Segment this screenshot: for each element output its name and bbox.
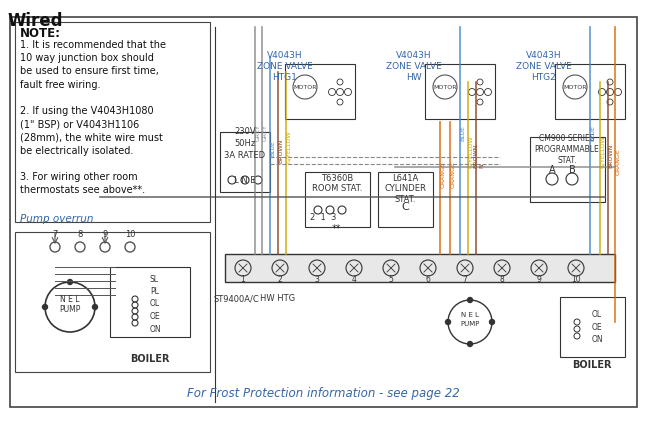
Text: V4043H
ZONE VALVE
HTG2: V4043H ZONE VALVE HTG2 xyxy=(516,51,571,82)
Text: N E L: N E L xyxy=(461,312,479,318)
Text: A: A xyxy=(549,165,555,175)
Text: 7: 7 xyxy=(52,230,58,239)
Text: **: ** xyxy=(333,224,342,234)
Text: 8: 8 xyxy=(77,230,83,239)
Text: BOILER: BOILER xyxy=(572,360,612,370)
FancyBboxPatch shape xyxy=(560,297,625,357)
Text: V4043H
ZONE VALVE
HW: V4043H ZONE VALVE HW xyxy=(386,51,442,82)
Text: V4043H
ZONE VALVE
HTG1: V4043H ZONE VALVE HTG1 xyxy=(257,51,313,82)
Circle shape xyxy=(446,319,450,325)
FancyBboxPatch shape xyxy=(220,132,270,192)
Text: B: B xyxy=(569,165,575,175)
FancyBboxPatch shape xyxy=(15,232,210,372)
Text: MOTOR: MOTOR xyxy=(433,84,457,89)
Text: 6: 6 xyxy=(426,276,430,284)
FancyBboxPatch shape xyxy=(425,64,495,119)
FancyBboxPatch shape xyxy=(15,22,210,222)
Text: BROWN
N: BROWN N xyxy=(474,143,485,168)
FancyBboxPatch shape xyxy=(110,267,190,337)
Text: T6360B
ROOM STAT.: T6360B ROOM STAT. xyxy=(312,174,362,193)
Text: 1. It is recommended that the
10 way junction box should
be used to ensure first: 1. It is recommended that the 10 way jun… xyxy=(20,40,166,195)
Circle shape xyxy=(468,298,472,303)
Text: NOTE:: NOTE: xyxy=(20,27,61,40)
Circle shape xyxy=(67,279,72,284)
Text: HW HTG: HW HTG xyxy=(261,294,296,303)
Circle shape xyxy=(43,305,47,309)
Text: 9: 9 xyxy=(536,276,542,284)
Text: 7: 7 xyxy=(463,276,467,284)
Text: C: C xyxy=(401,202,409,212)
FancyBboxPatch shape xyxy=(225,254,615,282)
Circle shape xyxy=(490,319,494,325)
Text: BLUE: BLUE xyxy=(270,140,276,155)
Text: BLUE: BLUE xyxy=(461,124,465,141)
Text: PUMP: PUMP xyxy=(460,321,479,327)
Text: N E L: N E L xyxy=(60,295,80,305)
Text: 5: 5 xyxy=(389,276,393,284)
Text: ORANGE: ORANGE xyxy=(441,161,446,188)
Text: L641A
CYLINDER
STAT.: L641A CYLINDER STAT. xyxy=(384,174,426,204)
Text: 10: 10 xyxy=(571,276,581,284)
Text: CM900 SERIES
PROGRAMMABLE
STAT.: CM900 SERIES PROGRAMMABLE STAT. xyxy=(534,134,599,165)
Text: 2: 2 xyxy=(278,276,282,284)
Text: 4: 4 xyxy=(351,276,356,284)
Text: 1: 1 xyxy=(241,276,245,284)
Text: MOTOR: MOTOR xyxy=(293,84,317,89)
Text: ORANGE: ORANGE xyxy=(615,148,620,175)
FancyBboxPatch shape xyxy=(10,17,637,407)
Text: ST9400A/C: ST9400A/C xyxy=(213,294,259,303)
Text: 10: 10 xyxy=(125,230,135,239)
Text: 230V
50Hz
3A RATED: 230V 50Hz 3A RATED xyxy=(225,127,265,160)
Text: BROWN: BROWN xyxy=(608,143,613,168)
Text: 8: 8 xyxy=(499,276,505,284)
Text: BROWN: BROWN xyxy=(278,138,283,163)
Text: G/YELLOW: G/YELLOW xyxy=(468,135,474,168)
Text: BOILER: BOILER xyxy=(130,354,170,364)
Text: OL
OE
ON: OL OE ON xyxy=(592,310,604,344)
Text: ORANGE: ORANGE xyxy=(450,161,455,188)
FancyBboxPatch shape xyxy=(530,137,605,202)
Text: L N E: L N E xyxy=(234,176,256,185)
Text: 3: 3 xyxy=(314,276,320,284)
FancyBboxPatch shape xyxy=(555,64,625,119)
Text: BLUE: BLUE xyxy=(591,124,595,141)
FancyBboxPatch shape xyxy=(378,172,433,227)
FancyBboxPatch shape xyxy=(305,172,370,227)
Text: GREY: GREY xyxy=(256,124,261,141)
Text: Pump overrun: Pump overrun xyxy=(20,214,94,224)
Text: G/YELLOW: G/YELLOW xyxy=(287,130,292,163)
Circle shape xyxy=(93,305,98,309)
Text: 9: 9 xyxy=(102,230,107,239)
Circle shape xyxy=(468,341,472,346)
Text: GREY: GREY xyxy=(263,124,267,141)
Text: G/YELLOW: G/YELLOW xyxy=(600,135,606,168)
Text: For Frost Protection information - see page 22: For Frost Protection information - see p… xyxy=(186,387,459,400)
Text: SL
PL
OL
OE
ON: SL PL OL OE ON xyxy=(150,274,162,333)
FancyBboxPatch shape xyxy=(285,64,355,119)
Text: Wired: Wired xyxy=(8,12,63,30)
Text: PUMP: PUMP xyxy=(60,306,81,314)
Text: MOTOR: MOTOR xyxy=(564,84,587,89)
Text: 2  1  3: 2 1 3 xyxy=(310,213,336,222)
